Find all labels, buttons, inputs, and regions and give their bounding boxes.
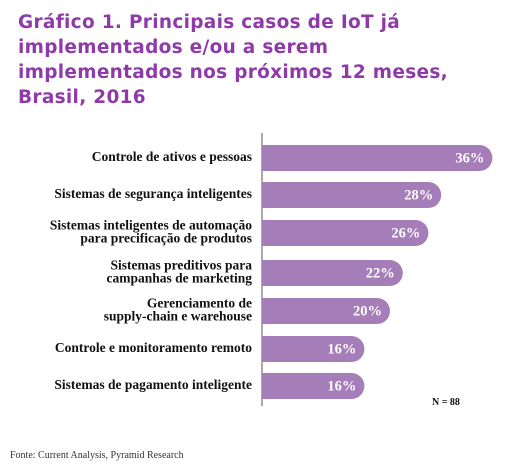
value-label: 16%	[327, 341, 356, 357]
category-label: Sistemas de pagamento inteligente	[54, 377, 252, 392]
bar	[262, 373, 365, 399]
value-label: 26%	[391, 225, 420, 241]
bar	[262, 298, 390, 324]
value-label: 16%	[327, 378, 356, 394]
category-label: Sistemas preditivos para campanhas de mar…	[106, 258, 252, 286]
value-label: 36%	[455, 150, 484, 166]
chart-title: Gráfico 1. Principais casos de IoT já im…	[18, 12, 449, 108]
source: Fonte: Current Analysis, Pyramid Researc…	[10, 450, 184, 461]
category-label: Gerenciamento de supply-chain e warehouse	[104, 296, 252, 324]
category-label: Sistemas de segurança inteligentes	[54, 186, 252, 201]
category-label: Controle de ativos e pessoas	[92, 149, 252, 164]
bar	[262, 145, 493, 171]
bar	[262, 336, 365, 362]
bar	[262, 182, 442, 208]
category-label: Sistemas inteligentes de automação para p…	[50, 218, 252, 246]
category-label: Controle e monitoramento remoto	[55, 340, 252, 355]
value-label: 22%	[366, 265, 395, 281]
note: N = 88	[432, 397, 460, 408]
bar	[262, 260, 403, 286]
bar	[262, 220, 429, 246]
value-label: 20%	[353, 303, 382, 319]
value-label: 28%	[404, 187, 433, 203]
